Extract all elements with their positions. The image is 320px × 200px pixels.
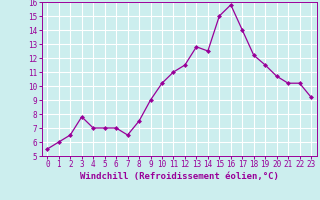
X-axis label: Windchill (Refroidissement éolien,°C): Windchill (Refroidissement éolien,°C)	[80, 172, 279, 181]
